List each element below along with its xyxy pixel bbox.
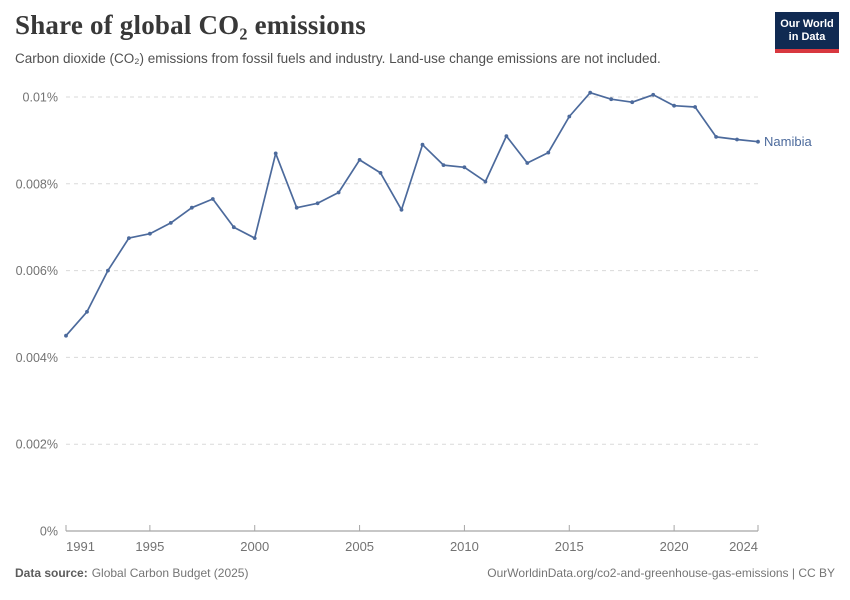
data-point-marker [64,333,68,338]
data-point-marker [420,142,425,147]
data-point-marker [126,236,131,241]
y-tick-label: 0.004% [16,351,58,365]
data-point-marker [252,236,257,241]
x-tick-label: 1991 [66,539,95,554]
data-point-marker [546,150,551,155]
data-point-marker [525,161,530,165]
data-point-marker [693,105,697,109]
x-tick-label: 2000 [240,539,269,554]
page-title: Share of global CO₂ emissions [15,10,366,40]
data-point-marker [210,197,215,201]
data-point-marker [672,103,676,108]
data-point-marker [567,114,572,119]
data-point-marker [273,151,278,156]
namibia-line-series[interactable]: Namibia [64,90,812,338]
data-point-marker [148,231,152,236]
owid-logo-accent-bar [775,49,839,53]
data-point-marker [294,205,299,210]
data-point-marker [588,90,593,95]
y-axis: 0% 0.002% 0.004% 0.006% 0.008% 0.01% [16,91,758,539]
x-tick-label: 2010 [450,539,479,554]
owid-logo-line2: in Data [788,31,826,43]
data-source-label: Data source: [15,566,88,580]
data-point-marker [85,309,89,314]
x-axis: 1991 1995 2000 2005 2010 2015 2020 2024 [65,525,759,554]
data-point-marker [651,92,656,97]
data-point-marker [189,205,194,210]
y-tick-label: 0.002% [16,438,58,452]
y-tick-label: 0.01% [23,91,58,105]
data-point-marker [441,163,446,168]
data-point-marker [336,190,341,195]
x-tick-label: 1995 [135,539,164,554]
y-tick-label: 0% [40,525,58,539]
x-tick-label: 2024 [729,539,758,554]
data-source-value: Global Carbon Budget (2025) [91,566,249,580]
data-point-marker [504,134,509,139]
data-point-marker [399,207,404,212]
y-tick-label: 0.008% [16,177,58,191]
data-point-marker [756,139,760,144]
y-tick-label: 0.006% [16,264,58,278]
chart-subtitle: Carbon dioxide (CO₂) emissions from foss… [15,51,661,66]
chart-footer: Data source: Global Carbon Budget (2025) … [15,566,835,580]
data-point-marker [106,268,110,273]
data-point-marker [735,137,739,142]
license-link[interactable]: OurWorldinData.org/co2-and-greenhouse-ga… [487,566,835,580]
namibia-line [65,91,759,337]
namibia-series-label: Namibia [764,134,812,149]
data-point-marker [483,179,488,184]
data-point-marker [630,100,635,105]
x-tick-label: 2005 [345,539,374,554]
data-point-marker [168,221,173,225]
data-point-marker [462,165,467,170]
owid-logo[interactable]: Our World in Data [775,12,839,53]
data-point-marker [609,97,614,102]
data-point-marker [378,171,383,175]
data-source: Data source: Global Carbon Budget (2025) [15,566,248,580]
data-point-marker [231,225,236,230]
owid-logo-text: Our World in Data [775,12,839,49]
x-tick-label: 2015 [555,539,584,554]
data-point-marker [714,135,718,139]
owid-logo-line1: Our World [780,18,834,30]
data-point-marker [315,201,320,206]
data-point-marker [357,158,362,162]
x-tick-label: 2020 [660,539,689,554]
